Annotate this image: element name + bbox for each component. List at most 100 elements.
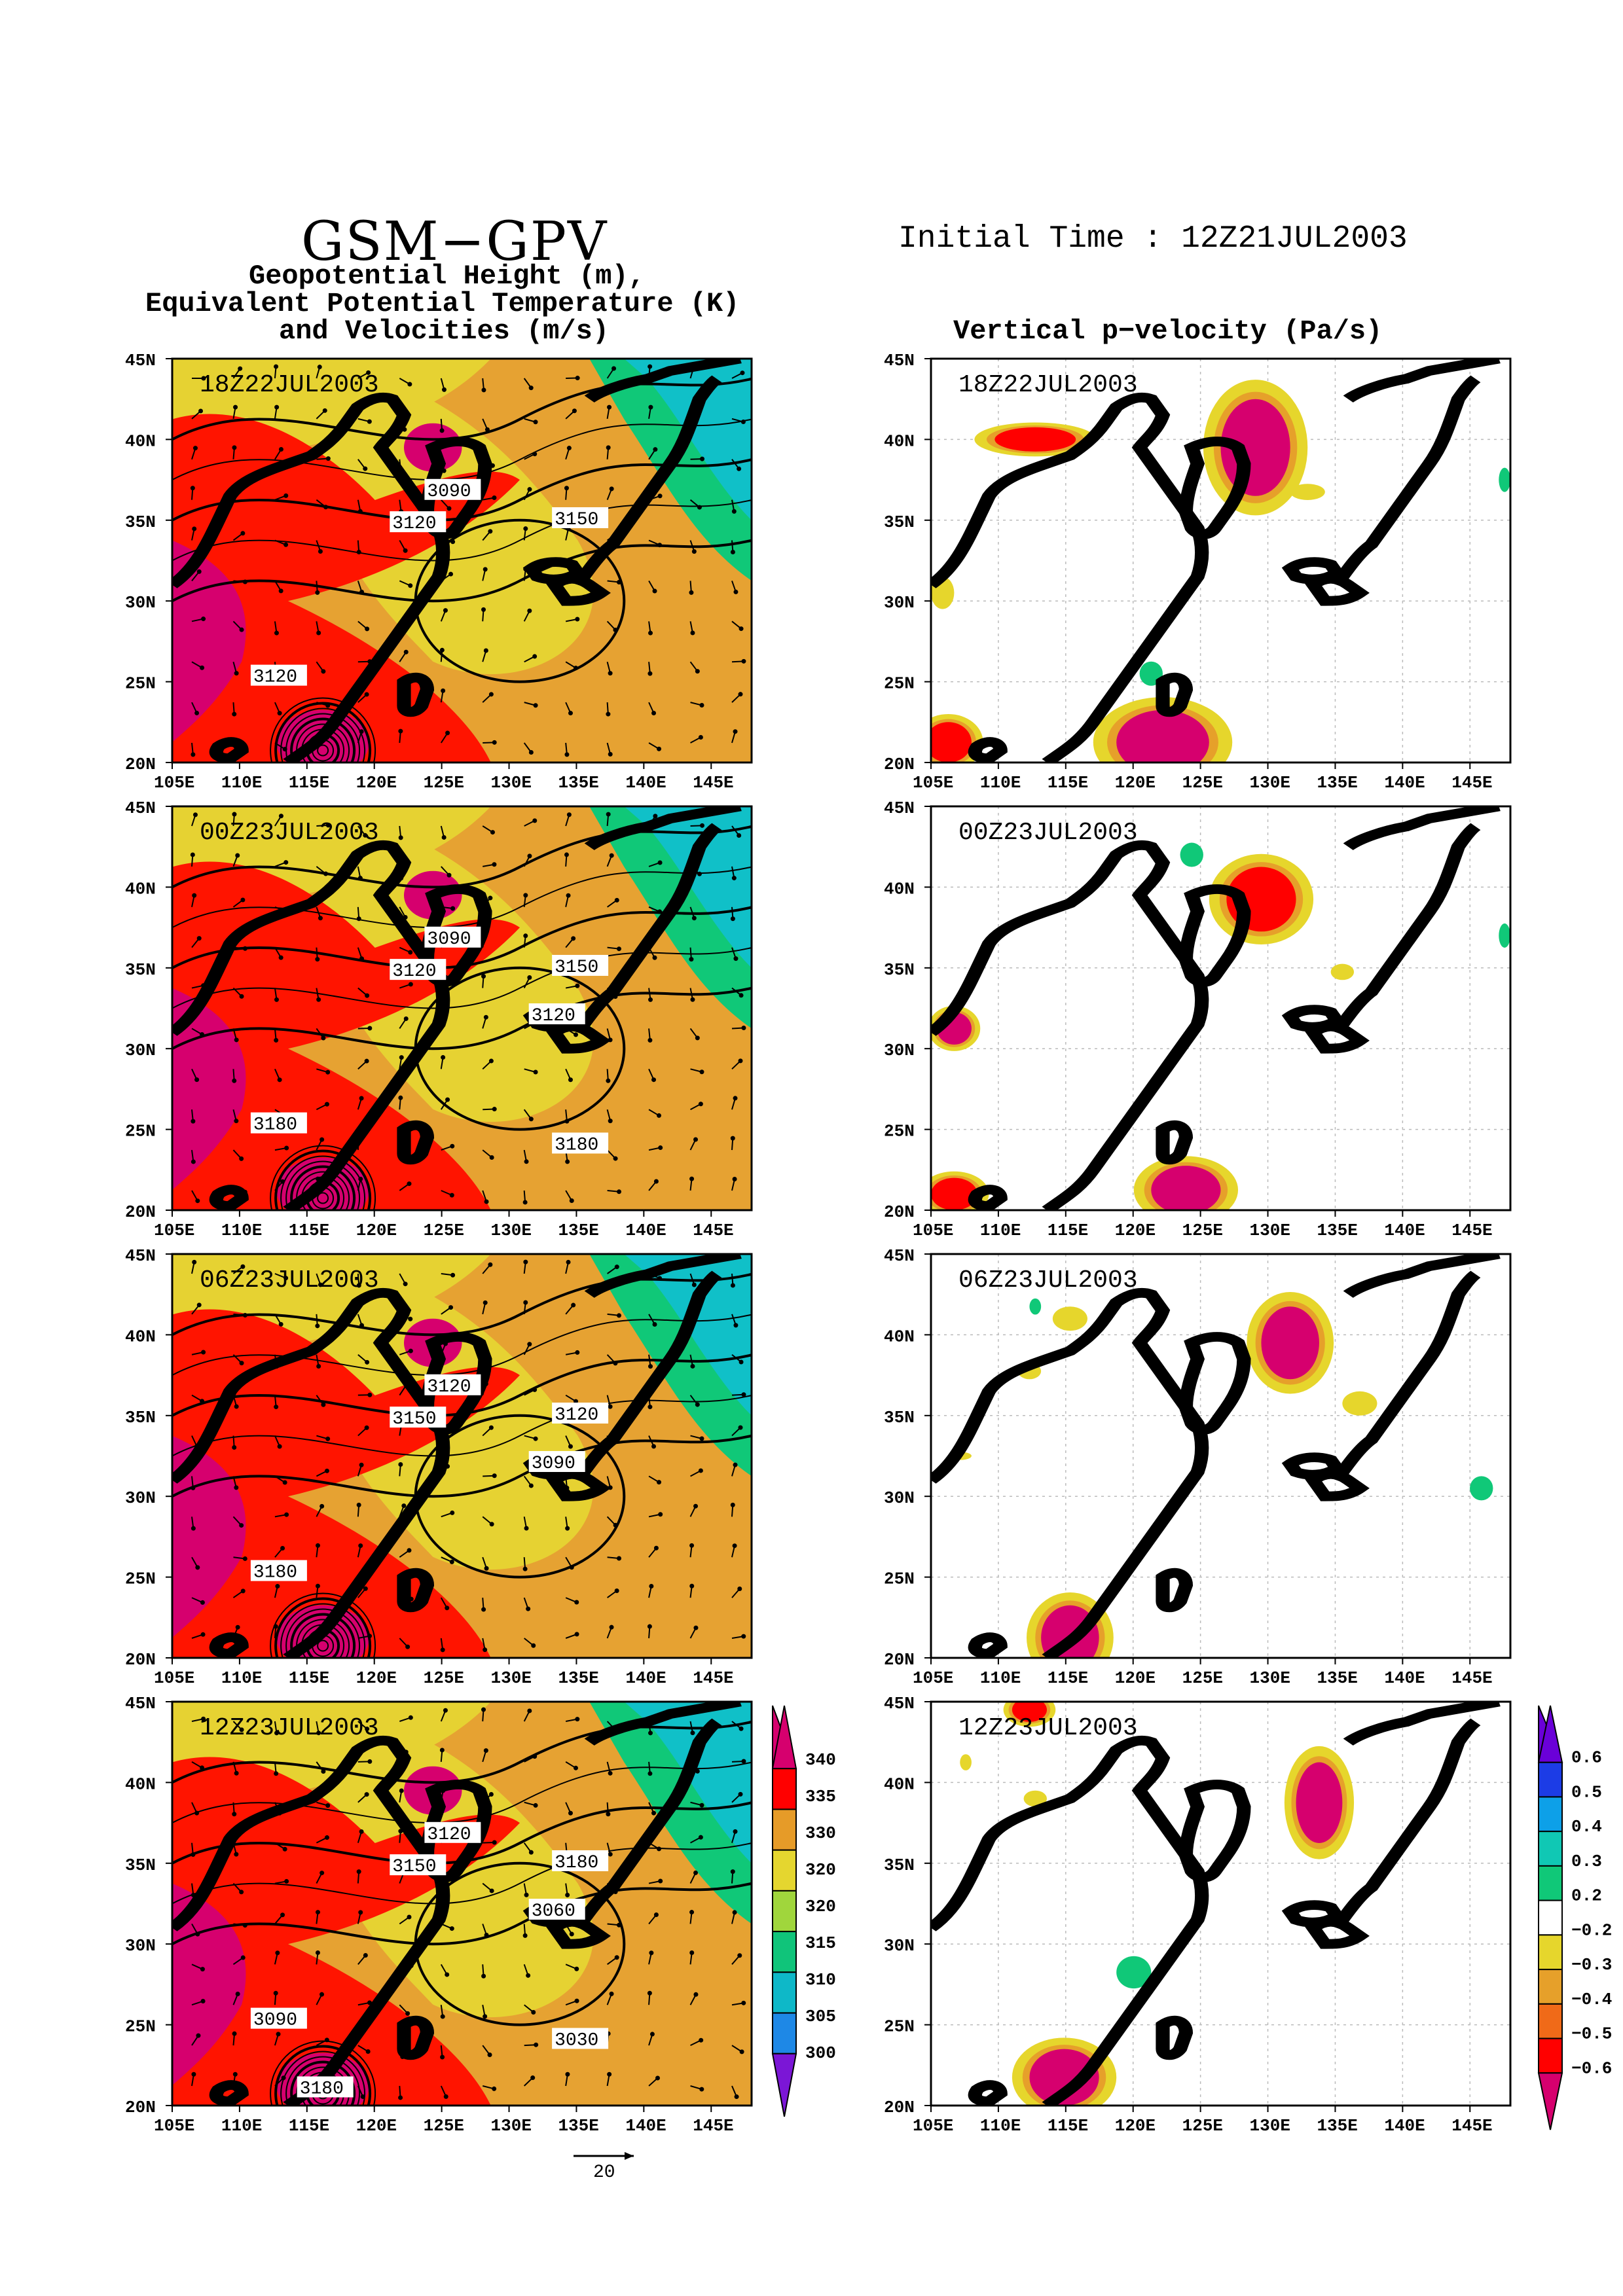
height-contour-label: 3120 [392,961,436,982]
lon-tick-label: 120E [1115,773,1156,793]
colorbar-label: 305 [805,2007,836,2026]
lon-tick-label: 115E [1048,773,1088,793]
lon-tick-label: 145E [1451,773,1492,793]
height-contour-label: 3120 [555,1405,598,1426]
lon-tick-label: 130E [1250,2116,1290,2136]
lat-tick-label: 25N [125,674,156,694]
height-contour-label: 3120 [392,514,436,534]
lat-tick-label: 35N [884,512,915,532]
omega-panel: 00Z23JUL2003 105E 110E 115E 120E 125E 130E 135E… [884,798,1512,1240]
panel-time-label: 18Z22JUL2003 [958,371,1138,399]
lon-tick-label: 125E [424,773,464,793]
colorbar-segment [772,1849,797,1892]
lon-tick-label: 105E [154,773,194,793]
panel-time-label: 06Z23JUL2003 [200,1266,379,1295]
lon-tick-label: 135E [558,773,598,793]
lat-tick-label: 45N [884,798,915,818]
vector-reference-arrowhead [625,2152,634,2160]
colorbar-segment [772,1890,797,1933]
lon-tick-label: 130E [491,1221,532,1240]
lat-tick-label: 30N [125,1488,156,1508]
omega-contour [1052,1306,1087,1331]
lon-tick-label: 130E [491,1668,532,1688]
lat-tick-label: 25N [884,674,915,694]
lat-tick-label: 35N [884,1856,915,1875]
lon-tick-label: 105E [913,773,953,793]
lat-tick-label: 25N [125,1122,156,1141]
lon-tick-label: 120E [1115,1668,1156,1688]
omega-contour [1296,1762,1343,1843]
lat-tick-label: 25N [884,1122,915,1141]
height-contour-label: 3150 [392,1409,436,1429]
lon-tick-label: 105E [913,2116,953,2136]
omega-colorbar: 0.6 0.5 0.4 0.3 0.2 −0.2 −0.3 −0.4 −0.5 −0.6 [1537,1705,1612,2130]
right-panels-group: 18Z22JUL2003 105E 110E 115E 120E 125E 130E 135E… [884,351,1512,2136]
lat-tick-label: 20N [884,1202,915,1222]
height-contour-label: 3090 [253,2011,297,2031]
lon-tick-label: 145E [693,2116,733,2136]
lat-tick-label: 20N [125,1202,156,1222]
omega-contour [1029,2049,1099,2106]
lat-tick-label: 40N [125,879,156,899]
lat-tick-label: 40N [125,431,156,451]
lat-tick-label: 40N [884,1774,915,1794]
panel-time-label: 00Z23JUL2003 [200,819,379,847]
omega-contour [1116,1956,1152,1989]
lon-tick-label: 140E [625,2116,666,2136]
lon-tick-label: 135E [1317,1668,1357,1688]
height-contours [172,825,752,1210]
lon-tick-label: 120E [1115,1221,1156,1240]
theta-e-panel: 3120 3150 3120 3180 3090 06Z23JUL2003 105E 110E… [125,1246,753,1688]
colorbar-label: 315 [805,1933,836,1953]
lon-tick-label: 110E [980,773,1021,793]
omega-contour [994,427,1076,452]
lat-tick-label: 35N [125,1408,156,1427]
colorbar-segment [1538,1969,1563,2005]
colorbar-segment [772,1971,797,2014]
lat-tick-label: 30N [125,593,156,613]
lat-tick-label: 25N [884,2017,915,2037]
lon-tick-label: 125E [1182,1668,1223,1688]
lat-tick-label: 35N [125,1856,156,1875]
colorbar-label: 0.5 [1571,1782,1602,1802]
lat-tick-label: 45N [884,1246,915,1266]
lat-tick-label: 20N [884,2098,915,2117]
lat-tick-label: 45N [125,351,156,370]
lon-tick-label: 110E [221,2116,262,2136]
omega-contour [1499,923,1510,948]
lon-tick-label: 130E [1250,1221,1290,1240]
colorbar-label: −0.3 [1571,1955,1612,1975]
colorbar-segment [1537,2072,1563,2130]
lat-tick-label: 45N [884,351,915,370]
lat-tick-label: 20N [125,2098,156,2117]
wind-vectors [190,364,746,757]
colorbar-segment [1538,1865,1563,1901]
omega-contour [1330,963,1355,980]
panel-frame [171,1253,753,1659]
colorbar-label: 340 [805,1750,836,1770]
lon-tick-label: 110E [980,1668,1021,1688]
lat-tick-label: 30N [884,1488,915,1508]
colorbar-segment [1538,1761,1563,1798]
wind-vectors [190,812,746,1205]
lat-tick-label: 20N [884,755,915,774]
lon-tick-label: 120E [1115,2116,1156,2136]
lat-tick-label: 30N [884,1936,915,1956]
colorbar-label: −0.2 [1571,1920,1612,1940]
lon-tick-label: 110E [221,773,262,793]
panel-frame [930,805,1512,1211]
lon-tick-label: 130E [1250,1668,1290,1688]
left-subtitle-line3: and Velocities (m/s) [279,315,610,347]
lon-tick-label: 115E [289,773,329,793]
lat-tick-label: 25N [884,1570,915,1589]
panel-frame [930,1700,1512,2107]
omega-contour [931,1177,977,1210]
colorbar-label: −0.5 [1571,2024,1612,2044]
omega-contour [1029,1298,1042,1315]
lon-tick-label: 125E [1182,2116,1223,2136]
initial-time: Initial Time : 12Z21JUL2003 [898,221,1408,257]
colorbar-segment [772,1768,797,1810]
lat-tick-label: 40N [125,1774,156,1794]
model-title: GSM−GPV [301,211,608,273]
lat-tick-label: 40N [884,879,915,899]
